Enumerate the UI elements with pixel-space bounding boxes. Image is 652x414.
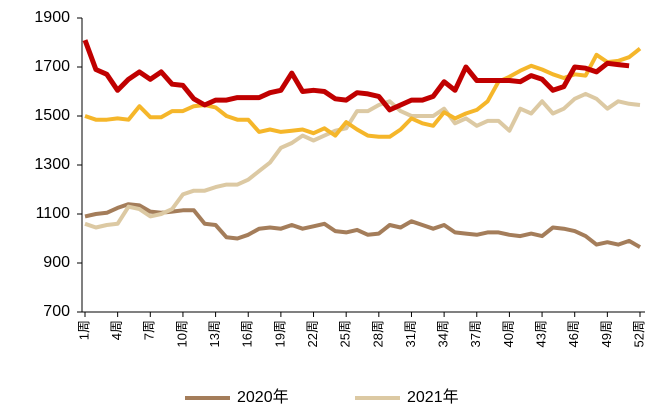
y-tick-label: 1500: [34, 107, 70, 124]
x-tick-label: 19周: [272, 320, 287, 347]
x-tick-label: 43周: [533, 320, 548, 347]
y-tick-label: 1700: [34, 58, 70, 75]
x-tick-label: 34周: [436, 320, 451, 347]
x-tick-label: 22周: [305, 320, 320, 347]
x-tick-label: 10周: [174, 320, 189, 347]
x-tick-label: 28周: [370, 320, 385, 347]
y-tick-label: 1100: [36, 205, 71, 222]
series-line: [84, 202, 641, 249]
x-tick-label: 52周: [631, 320, 646, 347]
x-tick-label: 37周: [468, 320, 483, 347]
x-tick-label: 1周: [76, 320, 91, 340]
y-tick-label: 900: [43, 254, 70, 271]
y-tick-label: 700: [43, 303, 70, 320]
series-line: [82, 39, 630, 113]
x-tick-label: 49周: [599, 320, 614, 347]
x-tick-label: 16周: [240, 320, 255, 347]
x-tick-label: 7周: [142, 320, 157, 340]
legend-label: 2021年: [407, 388, 459, 406]
series-line: [84, 91, 641, 230]
x-tick-label: 25周: [338, 320, 353, 347]
legend-label: 2020年: [237, 388, 289, 406]
x-tick-label: 13周: [207, 320, 222, 347]
y-tick-label: 1900: [34, 9, 70, 26]
x-tick-label: 4周: [109, 320, 124, 340]
x-tick-label: 40周: [501, 320, 516, 347]
x-tick-label: 46周: [566, 320, 581, 347]
x-tick-label: 31周: [403, 320, 418, 347]
y-tick-label: 1300: [34, 156, 70, 173]
series-line: [84, 47, 642, 139]
